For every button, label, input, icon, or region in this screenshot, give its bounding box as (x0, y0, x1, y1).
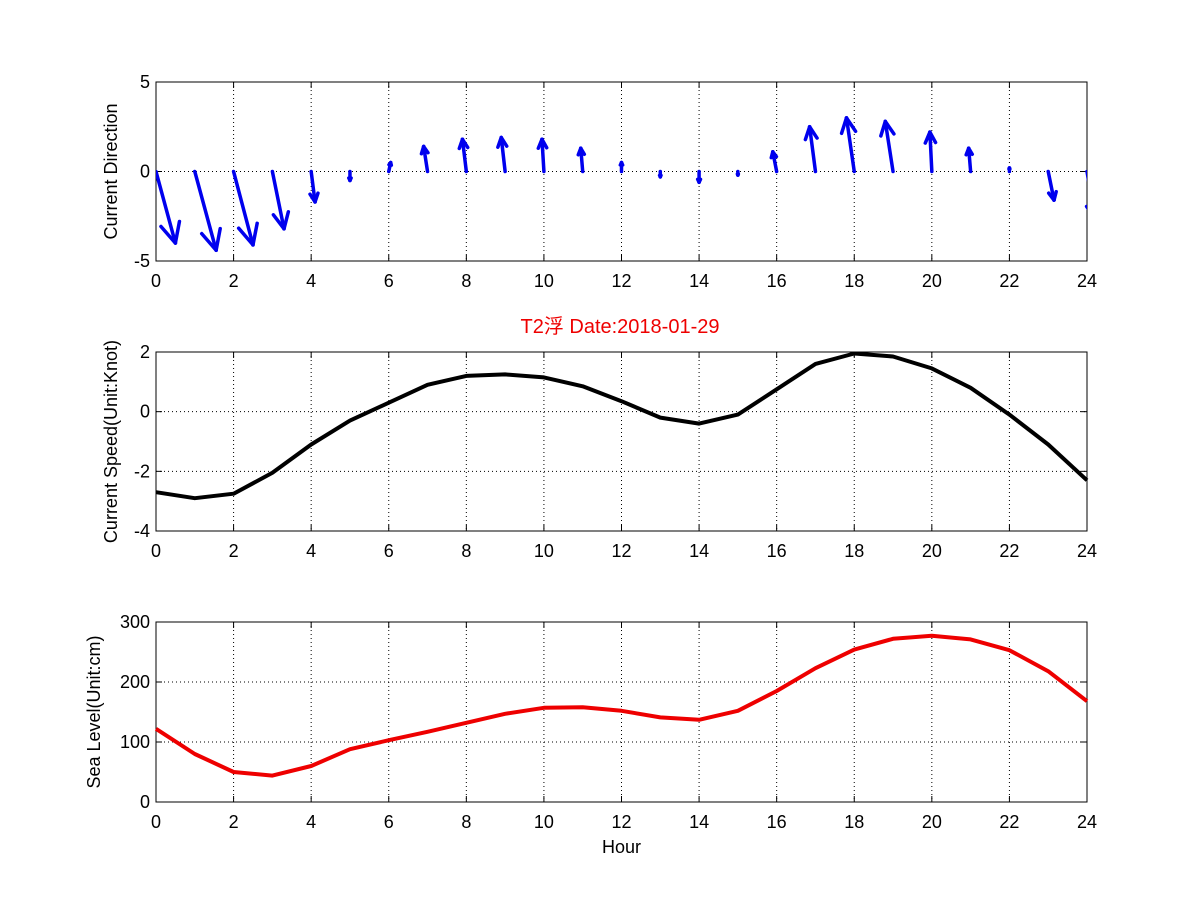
sealevel-ytick-label-0: 0 (140, 792, 150, 812)
direction-xtick-label-9: 18 (844, 271, 864, 291)
direction-arrow-0 (156, 169, 182, 245)
sealevel-xtick-label-12: 24 (1077, 812, 1097, 832)
sealevel-xtick-label-4: 8 (461, 812, 471, 832)
sealevel-ylabel: Sea Level(Unit:cm) (84, 635, 104, 788)
speed-xtick-label-4: 8 (461, 541, 471, 561)
speed-ytick-label-0: -4 (134, 521, 150, 541)
direction-arrow-22 (1007, 166, 1012, 174)
direction-arrow-19 (879, 119, 896, 174)
direction-xtick-label-5: 10 (534, 271, 554, 291)
direction-arrow-18 (839, 116, 858, 174)
direction-ylabel: Current Direction (101, 103, 121, 239)
direction-arrow-12 (618, 160, 625, 174)
speed-xtick-label-1: 2 (229, 541, 239, 561)
sealevel-xtick-label-2: 4 (306, 812, 316, 832)
sealevel-xtick-label-9: 18 (844, 812, 864, 832)
sealevel-ytick-label-3: 300 (120, 612, 150, 632)
speed-series-line (155, 351, 1089, 501)
direction-xtick-label-12: 24 (1077, 271, 1097, 291)
direction-arrow-17 (803, 125, 819, 174)
speed-xtick-label-8: 16 (767, 541, 787, 561)
direction-arrow-11 (576, 146, 587, 174)
direction-arrow-10 (536, 137, 549, 174)
direction-arrow-5 (347, 169, 353, 183)
direction-arrow-13 (657, 169, 663, 179)
figure-title: T2浮 Date:2018-01-29 (520, 315, 719, 338)
sealevel-xlabel: Hour (602, 837, 641, 857)
sealevel-ytick-label-2: 200 (120, 672, 150, 692)
sealevel-xtick-label-3: 6 (384, 812, 394, 832)
direction-xtick-label-10: 20 (922, 271, 942, 291)
direction-xtick-label-7: 14 (689, 271, 709, 291)
direction-xtick-label-6: 12 (611, 271, 631, 291)
direction-arrow-15 (735, 169, 741, 177)
speed-xtick-label-6: 12 (611, 541, 631, 561)
direction-arrow-3 (270, 169, 291, 231)
speed-axes-box (155, 351, 1088, 532)
direction-arrow-16 (769, 150, 779, 174)
direction-xtick-label-0: 0 (151, 271, 161, 291)
speed-ytick-label-2: 0 (140, 402, 150, 422)
direction-arrow-8 (457, 137, 470, 174)
sealevel-xtick-label-10: 20 (922, 812, 942, 832)
sealevel-xtick-label-8: 16 (767, 812, 787, 832)
direction-arrow-20 (923, 130, 938, 174)
direction-ytick-label-2: 5 (140, 72, 150, 92)
speed-xtick-label-5: 10 (534, 541, 554, 561)
speed-xtick-label-7: 14 (689, 541, 709, 561)
direction-xtick-label-4: 8 (461, 271, 471, 291)
direction-ytick-label-0: -5 (134, 251, 150, 271)
sealevel-ytick-label-1: 100 (120, 732, 150, 752)
speed-xtick-label-3: 6 (384, 541, 394, 561)
direction-arrow-9 (496, 135, 509, 174)
sealevel-xtick-label-5: 10 (534, 812, 554, 832)
speed-xtick-label-11: 22 (999, 541, 1019, 561)
speed-ytick-label-3: 2 (140, 342, 150, 362)
direction-arrow-2 (231, 169, 259, 247)
direction-arrow-6 (387, 160, 394, 174)
direction-xtick-label-2: 4 (306, 271, 316, 291)
speed-ytick-label-1: -2 (134, 461, 150, 481)
sealevel-series-line (154, 633, 1089, 778)
direction-xtick-label-3: 6 (384, 271, 394, 291)
speed-xtick-label-9: 18 (844, 541, 864, 561)
direction-arrow-4 (308, 169, 320, 204)
speed-xtick-label-0: 0 (151, 541, 161, 561)
speed-xtick-label-12: 24 (1077, 541, 1097, 561)
speed-xtick-label-2: 4 (306, 541, 316, 561)
direction-xtick-label-11: 22 (999, 271, 1019, 291)
direction-xtick-label-8: 16 (767, 271, 787, 291)
speed-ylabel: Current Speed(Unit:Knot) (101, 340, 121, 543)
sealevel-xtick-label-0: 0 (151, 812, 161, 832)
sealevel-xtick-label-1: 2 (229, 812, 239, 832)
sealevel-xtick-label-6: 12 (611, 812, 631, 832)
sealevel-xtick-label-7: 14 (689, 812, 709, 832)
direction-xtick-label-1: 2 (229, 271, 239, 291)
direction-arrow-7 (419, 144, 430, 174)
speed-xtick-label-10: 20 (922, 541, 942, 561)
direction-arrow-23 (1046, 169, 1058, 202)
direction-ytick-label-1: 0 (140, 162, 150, 182)
direction-arrow-1 (193, 169, 222, 253)
direction-arrow-14 (695, 169, 703, 184)
sealevel-xtick-label-11: 22 (999, 812, 1019, 832)
direction-arrows (156, 116, 1087, 253)
direction-arrow-21 (964, 146, 974, 174)
